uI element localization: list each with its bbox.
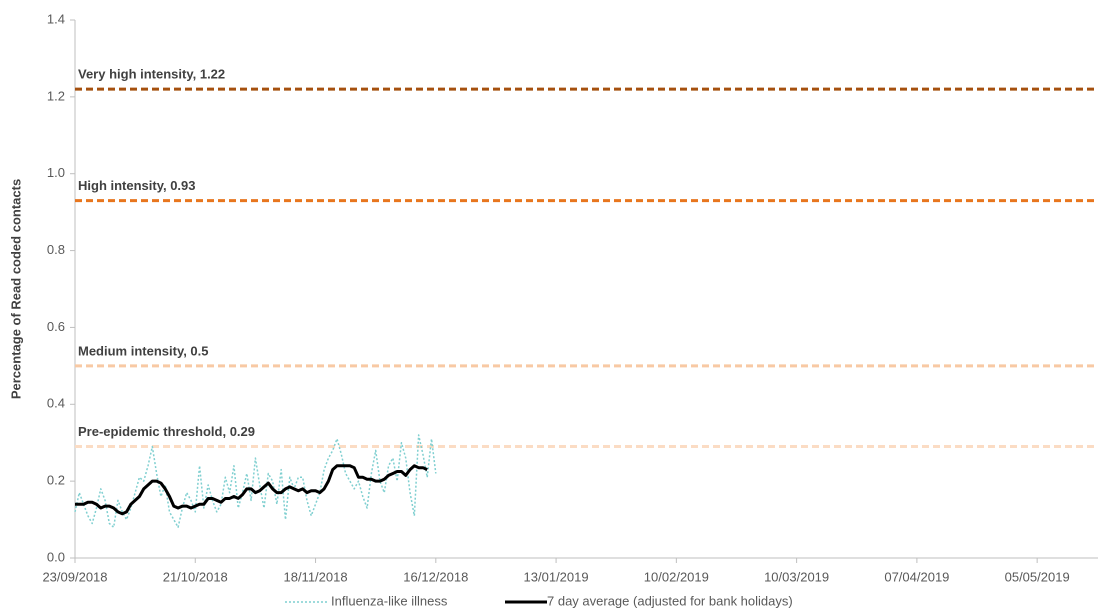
y-tick-label: 1.0 [47,165,65,180]
y-axis-label: Percentage of Read coded contacts [8,179,23,399]
legend-label: 7 day average (adjusted for bank holiday… [547,593,793,608]
y-tick-label: 0.6 [47,319,65,334]
y-tick-label: 0.8 [47,242,65,257]
threshold-label: High intensity, 0.93 [78,178,196,193]
y-tick-label: 0.2 [47,473,65,488]
threshold-label: Pre-epidemic threshold, 0.29 [78,424,255,439]
threshold-label: Very high intensity, 1.22 [78,67,225,82]
threshold-label: Medium intensity, 0.5 [78,343,209,358]
legend-label: Influenza-like illness [331,593,448,608]
x-tick-label: 10/03/2019 [764,569,829,584]
series-line [74,434,437,529]
x-tick-label: 10/02/2019 [644,569,709,584]
y-tick-label: 0.4 [47,396,65,411]
x-tick-label: 23/09/2018 [42,569,107,584]
x-tick-label: 21/10/2018 [163,569,228,584]
series-line [75,464,428,516]
x-tick-label: 07/04/2019 [884,569,949,584]
x-tick-label: 18/11/2018 [283,569,347,584]
y-tick-label: 1.2 [47,88,65,103]
x-tick-label: 13/01/2019 [524,569,589,584]
x-tick-label: 16/12/2018 [403,569,468,584]
y-tick-label: 1.4 [47,11,65,26]
x-tick-label: 05/05/2019 [1005,569,1070,584]
y-tick-label: 0.0 [47,549,65,564]
